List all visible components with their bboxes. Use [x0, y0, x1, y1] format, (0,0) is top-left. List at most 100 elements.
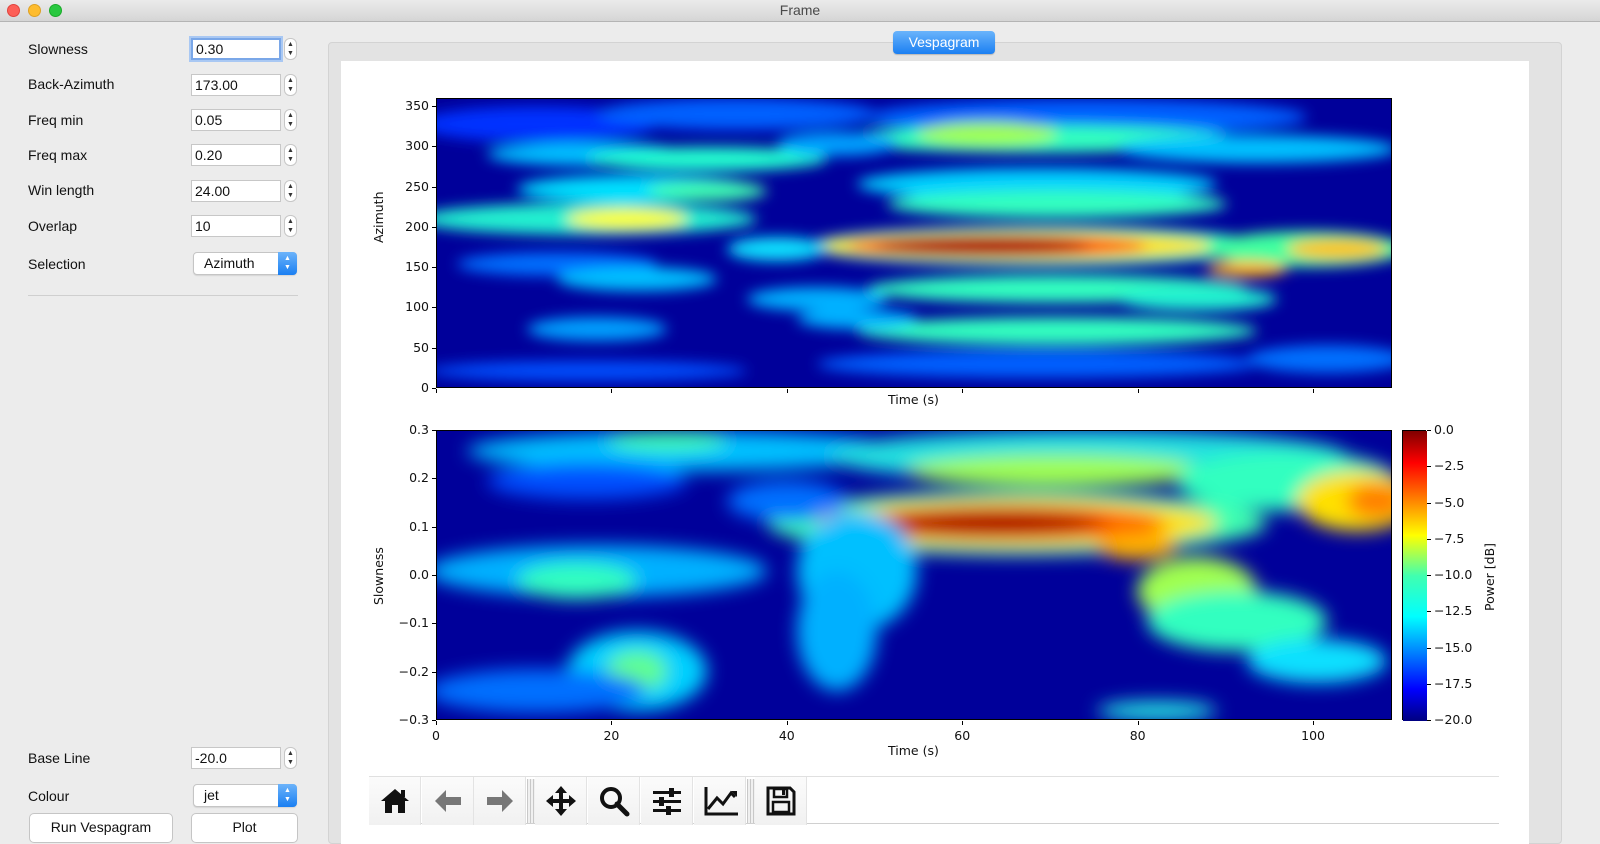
bottom-y-tick [432, 623, 436, 625]
navigation-toolbar [369, 776, 1499, 825]
zoom-icon [600, 787, 630, 817]
save-button[interactable] [755, 777, 807, 825]
top-y-tick [432, 347, 436, 349]
top-y-tick [432, 186, 436, 188]
bottom-y-tick-label: −0.1 [398, 615, 429, 631]
parameter-sidebar: Slowness ▲▼ Back-Azimuth ▲▼ Freq min ▲▼ … [0, 23, 310, 844]
top-x-axis-label: Time (s) [888, 392, 939, 407]
bottom-x-tick [436, 721, 437, 725]
top-y-tick [432, 226, 436, 228]
bottom-x-tick [1313, 721, 1315, 725]
bottom-x-tick [962, 721, 964, 725]
close-window-button[interactable] [7, 4, 20, 17]
top-y-tick [432, 307, 436, 309]
colour-value: jet [204, 787, 219, 803]
bottom-y-tick-label: 0.1 [409, 518, 429, 534]
run-vespagram-button[interactable]: Run Vespagram [29, 813, 173, 843]
slowness-heatmap-image [437, 431, 1391, 719]
back-azimuth-label: Back-Azimuth [28, 76, 115, 92]
forward-arrow-icon [487, 790, 513, 812]
bottom-x-tick-label: 100 [1301, 728, 1325, 743]
forward-button[interactable] [474, 777, 526, 825]
slowness-label: Slowness [28, 41, 88, 57]
base-line-spinbox[interactable]: ▲▼ [191, 747, 297, 769]
top-y-tick-label: 100 [405, 299, 429, 315]
selection-value: Azimuth [204, 255, 255, 271]
edit-axis-icon [704, 787, 738, 816]
maximize-window-button[interactable] [49, 4, 62, 17]
bottom-y-tick-label: 0.0 [409, 567, 429, 582]
bottom-y-tick-label: 0.2 [409, 470, 429, 486]
overlap-spinbox[interactable]: ▲▼ [191, 215, 297, 237]
back-azimuth-spinbox[interactable]: ▲▼ [191, 74, 297, 96]
colorbar-tick [1427, 611, 1431, 613]
colorbar-tick-label: −12.5 [1434, 603, 1473, 619]
bottom-y-axis-label: Slowness [371, 547, 386, 605]
bottom-y-tick [432, 478, 436, 480]
window-title: Frame [779, 2, 821, 18]
top-y-tick-label: 50 [413, 339, 429, 355]
win-length-input[interactable] [191, 180, 281, 202]
freq-max-spinbox[interactable]: ▲▼ [191, 144, 297, 166]
top-y-axis-label: Azimuth [371, 191, 386, 243]
overlap-label: Overlap [28, 218, 78, 234]
top-x-tick [611, 389, 613, 393]
top-y-tick [432, 106, 436, 108]
colorbar-tick [1427, 538, 1431, 540]
minimize-window-button[interactable] [28, 4, 41, 17]
chevron-updown-icon: ▲ ▼ [278, 252, 297, 275]
colour-label: Colour [28, 788, 70, 804]
pan-icon [546, 786, 576, 816]
top-y-tick [432, 388, 436, 389]
freq-max-stepper[interactable]: ▲ ▼ [284, 144, 297, 166]
back-azimuth-input[interactable] [191, 74, 281, 96]
overlap-input[interactable] [191, 215, 281, 237]
selection-label: Selection [28, 256, 86, 272]
top-y-tick-label: 250 [405, 178, 429, 194]
home-button[interactable] [369, 777, 421, 825]
colorbar-tick-label: −10.0 [1434, 567, 1473, 582]
zoom-button[interactable] [588, 777, 640, 825]
bottom-y-tick [432, 526, 436, 528]
colorbar-label: Power [dB] [1482, 542, 1497, 611]
win-length-stepper[interactable]: ▲ ▼ [284, 180, 297, 202]
colour-dropdown[interactable]: jet ▲ ▼ [193, 784, 297, 807]
subplots-icon [653, 788, 681, 815]
colorbar-tick-label: 0.0 [1434, 422, 1454, 437]
bottom-y-tick-label: −0.3 [398, 712, 429, 727]
top-y-tick-label: 150 [405, 259, 429, 275]
back-button[interactable] [422, 777, 474, 825]
edit-axis-button[interactable] [694, 777, 746, 825]
back-azimuth-stepper[interactable]: ▲ ▼ [284, 74, 297, 96]
slowness-stepper[interactable]: ▲ ▼ [284, 38, 297, 60]
bottom-y-tick-label: −0.2 [398, 663, 429, 679]
colorbar-tick [1427, 647, 1431, 649]
toolbar-separator [527, 779, 535, 823]
bottom-y-tick-label: 0.3 [409, 422, 429, 437]
overlap-stepper[interactable]: ▲ ▼ [284, 215, 297, 237]
base-line-stepper[interactable]: ▲ ▼ [284, 747, 297, 769]
freq-min-spinbox[interactable]: ▲▼ [191, 109, 297, 131]
bottom-y-tick [432, 430, 436, 431]
win-length-spinbox[interactable]: ▲▼ [191, 180, 297, 202]
top-x-tick [962, 389, 964, 393]
selection-dropdown[interactable]: Azimuth ▲ ▼ [193, 252, 297, 275]
freq-max-input[interactable] [191, 144, 281, 166]
colorbar-tick-label: −5.0 [1434, 494, 1465, 510]
pan-button[interactable] [535, 777, 587, 825]
freq-min-input[interactable] [191, 109, 281, 131]
bottom-y-tick [432, 671, 436, 673]
colorbar-tick [1427, 683, 1431, 685]
base-line-input[interactable] [191, 747, 281, 769]
top-x-tick [1137, 389, 1139, 393]
home-icon [381, 789, 409, 813]
colorbar-tick-label: −17.5 [1434, 675, 1473, 691]
colorbar [1402, 430, 1427, 721]
slowness-spinbox[interactable]: ▲▼ [191, 38, 297, 60]
subplots-button[interactable] [641, 777, 693, 825]
freq-min-stepper[interactable]: ▲ ▼ [284, 109, 297, 131]
plot-button[interactable]: Plot [191, 813, 298, 843]
bottom-x-tick [786, 721, 788, 725]
tab-vespagram[interactable]: Vespagram [893, 31, 995, 54]
slowness-input[interactable] [191, 38, 281, 60]
